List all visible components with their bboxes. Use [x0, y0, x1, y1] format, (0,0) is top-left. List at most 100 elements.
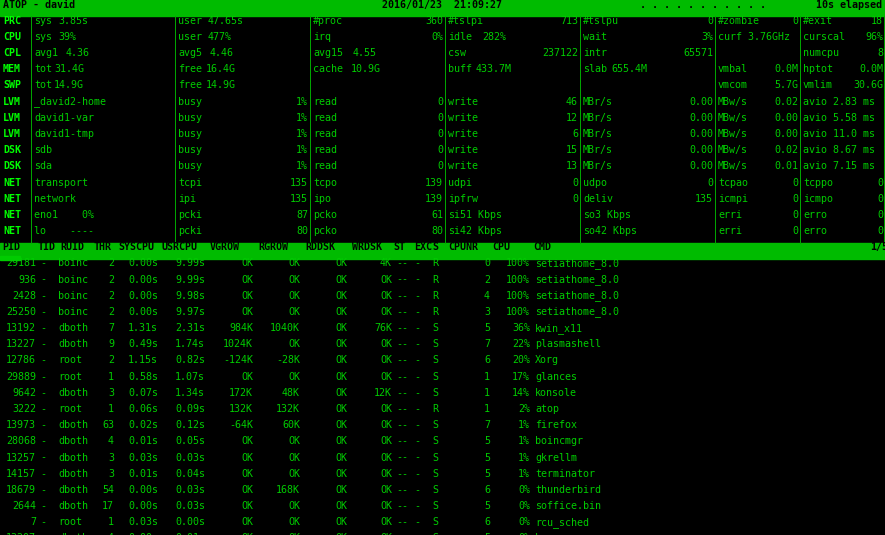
- Text: soffice.bin: soffice.bin: [535, 501, 601, 511]
- Text: 0: 0: [437, 162, 443, 171]
- Text: 0.00: 0.00: [689, 145, 713, 155]
- Text: david1-var: david1-var: [34, 113, 94, 123]
- Text: 0: 0: [792, 178, 798, 187]
- Text: 5: 5: [484, 501, 490, 511]
- Text: avio 7.15 ms: avio 7.15 ms: [803, 162, 875, 171]
- Text: OK: OK: [288, 501, 300, 511]
- Text: 0.03s: 0.03s: [128, 517, 158, 528]
- Text: 139: 139: [425, 194, 443, 204]
- Text: -28K: -28K: [276, 355, 300, 365]
- Text: 0.09s: 0.09s: [175, 404, 205, 414]
- Text: 0.00s: 0.00s: [128, 258, 158, 269]
- Text: _david2-home: _david2-home: [34, 96, 106, 107]
- Text: 1%: 1%: [518, 437, 530, 446]
- Text: busy: busy: [178, 129, 202, 139]
- Text: -: -: [40, 291, 46, 301]
- Text: 30.6G: 30.6G: [853, 80, 883, 90]
- Text: curscal: curscal: [803, 32, 845, 42]
- Text: OK: OK: [380, 404, 392, 414]
- Text: OK: OK: [335, 420, 347, 430]
- Text: OK: OK: [335, 533, 347, 535]
- Text: 13: 13: [566, 162, 578, 171]
- Text: 0: 0: [484, 258, 490, 269]
- Text: 14157: 14157: [6, 469, 36, 479]
- Text: 13257: 13257: [6, 453, 36, 463]
- Text: OK: OK: [241, 258, 253, 269]
- Text: write: write: [448, 145, 478, 155]
- Text: avio 5.58 ms: avio 5.58 ms: [803, 113, 875, 123]
- Text: dboth: dboth: [58, 388, 88, 398]
- Bar: [0, 256, 20, 260]
- Text: 1040K: 1040K: [270, 323, 300, 333]
- Text: 7: 7: [484, 420, 490, 430]
- Text: curf 3.76GHz: curf 3.76GHz: [718, 32, 790, 42]
- Text: --: --: [396, 274, 408, 285]
- Text: OK: OK: [335, 323, 347, 333]
- Text: boinc: boinc: [58, 274, 88, 285]
- Text: 1%: 1%: [296, 162, 308, 171]
- Text: 13973: 13973: [6, 420, 36, 430]
- Text: sys: sys: [34, 16, 52, 26]
- Text: 10.9G: 10.9G: [351, 64, 381, 74]
- Text: 46: 46: [566, 97, 578, 106]
- Text: 12: 12: [566, 113, 578, 123]
- Text: -: -: [40, 453, 46, 463]
- Text: S: S: [432, 437, 438, 446]
- Text: -: -: [414, 420, 420, 430]
- Text: 0: 0: [437, 129, 443, 139]
- Text: 2016/01/23  21:09:27: 2016/01/23 21:09:27: [382, 0, 503, 10]
- Text: icmpi: icmpi: [718, 194, 748, 204]
- Text: 31.4G: 31.4G: [54, 64, 84, 74]
- Text: -: -: [414, 372, 420, 381]
- Text: 9.97s: 9.97s: [175, 307, 205, 317]
- Text: erri: erri: [718, 210, 742, 220]
- Text: OK: OK: [380, 307, 392, 317]
- Text: 0.02s: 0.02s: [128, 420, 158, 430]
- Text: kwin_x11: kwin_x11: [535, 323, 583, 334]
- Text: OK: OK: [335, 517, 347, 528]
- Text: read: read: [313, 162, 337, 171]
- Text: 132K: 132K: [229, 404, 253, 414]
- Text: OK: OK: [335, 469, 347, 479]
- Text: -: -: [414, 291, 420, 301]
- Text: R: R: [432, 258, 438, 269]
- Text: -64K: -64K: [229, 420, 253, 430]
- Text: OK: OK: [288, 533, 300, 535]
- Text: -: -: [40, 372, 46, 381]
- Text: MBr/s: MBr/s: [583, 145, 613, 155]
- Text: busy: busy: [178, 97, 202, 106]
- Text: 0.00s: 0.00s: [128, 485, 158, 495]
- Text: ipfrw: ipfrw: [448, 194, 478, 204]
- Text: si: si: [448, 226, 460, 236]
- Text: 2: 2: [108, 307, 114, 317]
- Text: ATOP - david: ATOP - david: [3, 0, 75, 10]
- Text: MBw/s: MBw/s: [718, 162, 748, 171]
- Text: root: root: [58, 355, 82, 365]
- Text: 5: 5: [484, 533, 490, 535]
- Text: read: read: [313, 113, 337, 123]
- Text: OK: OK: [335, 274, 347, 285]
- Text: read: read: [313, 97, 337, 106]
- Text: 61: 61: [431, 210, 443, 220]
- Text: deliv: deliv: [583, 194, 613, 204]
- Text: 39%: 39%: [58, 32, 76, 42]
- Text: --: --: [396, 485, 408, 495]
- Text: vmcom: vmcom: [718, 80, 748, 90]
- Text: OK: OK: [335, 307, 347, 317]
- Text: 0.06s: 0.06s: [128, 404, 158, 414]
- Text: busy: busy: [178, 145, 202, 155]
- Text: OK: OK: [241, 533, 253, 535]
- Text: glances: glances: [535, 372, 577, 381]
- Text: 25250: 25250: [6, 307, 36, 317]
- Text: MBr/s: MBr/s: [583, 162, 613, 171]
- Text: 168K: 168K: [276, 485, 300, 495]
- Text: 2%: 2%: [518, 404, 530, 414]
- Text: tcpi: tcpi: [178, 178, 202, 187]
- Text: RUID: RUID: [60, 242, 84, 252]
- Text: 0.00s: 0.00s: [175, 517, 205, 528]
- Text: 2: 2: [108, 274, 114, 285]
- Text: sda: sda: [34, 162, 52, 171]
- Text: OK: OK: [380, 420, 392, 430]
- Text: 63: 63: [102, 420, 114, 430]
- Text: csw: csw: [448, 48, 466, 58]
